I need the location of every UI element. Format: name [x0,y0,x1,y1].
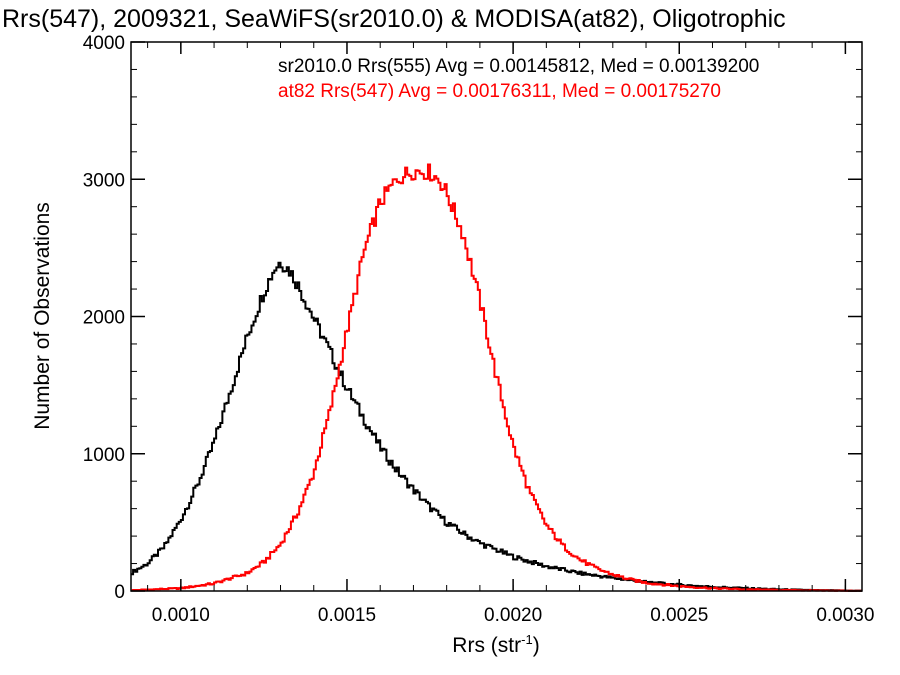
x-tick-label: 0.0030 [816,605,874,626]
x-tick-label: 0.0020 [484,605,542,626]
legend-entry-0: sr2010.0 Rrs(555) Avg = 0.00145812, Med … [278,56,759,77]
x-axis-label: Rrs (str-1) [452,632,539,657]
legend: sr2010.0 Rrs(555) Avg = 0.00145812, Med … [278,56,759,102]
y-tick-label: 2000 [83,308,125,329]
series-line-0 [131,261,862,592]
y-tick-label: 4000 [83,33,125,54]
y-axis: 0 1000 2000 3000 4000 [83,33,862,603]
y-tick-label: 1000 [83,445,125,466]
x-tick-label: 0.0010 [152,605,210,626]
y-tick-label: 3000 [83,170,125,191]
series-line-1 [131,163,862,592]
legend-entry-1: at82 Rrs(547) Avg = 0.00176311, Med = 0.… [278,81,721,102]
series-layer [131,163,862,592]
chart-title: Rrs(547), 2009321, SeaWiFS(sr2010.0) & M… [2,5,786,33]
x-axis-label-superscript: -1 [521,632,533,647]
x-axis: 0.0010 0.0015 0.0020 0.0025 0.0030 [147,42,874,626]
plot-frame [130,41,863,592]
y-tick-label: 0 [114,582,125,603]
y-axis-label: Number of Observations [31,202,54,430]
x-tick-label: 0.0025 [650,605,708,626]
x-tick-label: 0.0015 [318,605,376,626]
